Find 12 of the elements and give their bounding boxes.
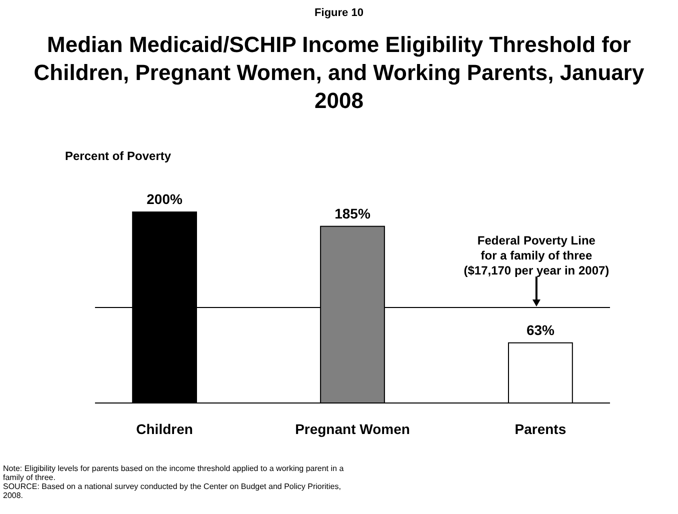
x-tick-label: Children <box>136 421 193 437</box>
text: Note: Eligibility levels for parents based on the income threshold applied to a working parent in a family of three. <box>3 464 344 482</box>
data-label: 200% <box>146 191 183 207</box>
ref-line-label: Federal Poverty Line for a family of three ($17,170 per year in 2007) <box>464 234 610 278</box>
chart-title: Median Medicaid/SCHIP Income Eligibility Threshold for Children, Pregnant Women, and Working Parents, January 2008 <box>34 32 645 113</box>
chart-subtitle: Figure 10 <box>314 7 364 19</box>
y-axis-title: Percent of Poverty <box>65 149 172 163</box>
data-label: 185% <box>334 205 371 222</box>
source-note: SOURCE: Based on a national survey conducted by the Center on Budget and Policy Priorities, 2008. <box>3 482 341 500</box>
data-label: 63% <box>526 322 556 338</box>
x-tick-label: Pregnant Women <box>295 421 410 437</box>
x-tick-label: Parents <box>514 421 566 437</box>
